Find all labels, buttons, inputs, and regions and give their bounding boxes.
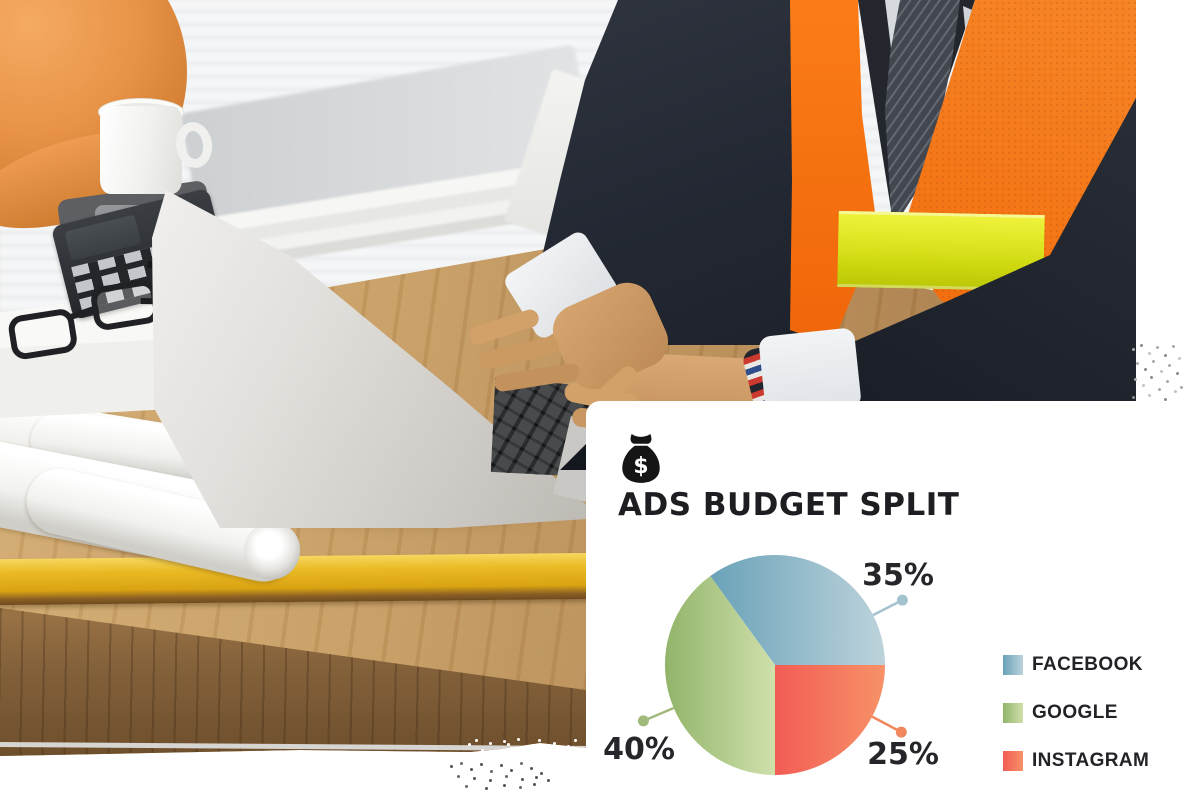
callout-line-instagram: [871, 715, 902, 734]
office-photo: [0, 0, 1136, 758]
callout-dot-google: [637, 715, 649, 727]
pie-value-label-google: 40%: [603, 732, 675, 767]
legend-item-facebook: FACEBOOK: [1003, 654, 1143, 676]
pie-chart: 35% 40% 25%: [603, 554, 939, 775]
legend-swatch-instagram: [1003, 751, 1023, 771]
svg-text:$: $: [633, 454, 648, 479]
coffee-mug: [100, 106, 182, 194]
legend-label: INSTAGRAM: [1032, 750, 1150, 771]
pie-slice-instagram: [775, 665, 885, 775]
card-title: ADS BUDGET SPLIT: [618, 487, 960, 523]
callout-dot-instagram: [895, 726, 907, 738]
money-bag-icon: $: [620, 433, 662, 485]
legend-label: FACEBOOK: [1032, 654, 1143, 675]
pie-value-label-facebook: 35%: [862, 558, 934, 593]
legend: FACEBOOK GOOGLE INSTAGRAM: [1003, 654, 1183, 804]
legend-label: GOOGLE: [1032, 702, 1118, 723]
pie-slice-google: [664, 576, 775, 775]
legend-swatch-facebook: [1003, 655, 1023, 675]
callout-dot-facebook: [896, 594, 908, 606]
legend-swatch-google: [1003, 703, 1023, 723]
construction-manager: [460, 0, 1136, 470]
eyeglasses-lens: [6, 307, 79, 362]
pie-value-label-instagram: 25%: [867, 737, 939, 772]
legend-item-instagram: INSTAGRAM: [1003, 750, 1149, 772]
speckle-texture: [1128, 342, 1131, 345]
pie-slice-facebook: [710, 554, 885, 665]
callout-line-facebook: [872, 598, 903, 617]
speckle-texture: [445, 760, 448, 763]
speckle-texture: [465, 737, 468, 740]
ads-budget-card: $ ADS BUDGET SPLIT 35% 40% 25% FACEBOOK GO…: [586, 401, 1184, 804]
eyeglasses-lens: [89, 278, 162, 332]
legend-item-google: GOOGLE: [1003, 702, 1118, 724]
